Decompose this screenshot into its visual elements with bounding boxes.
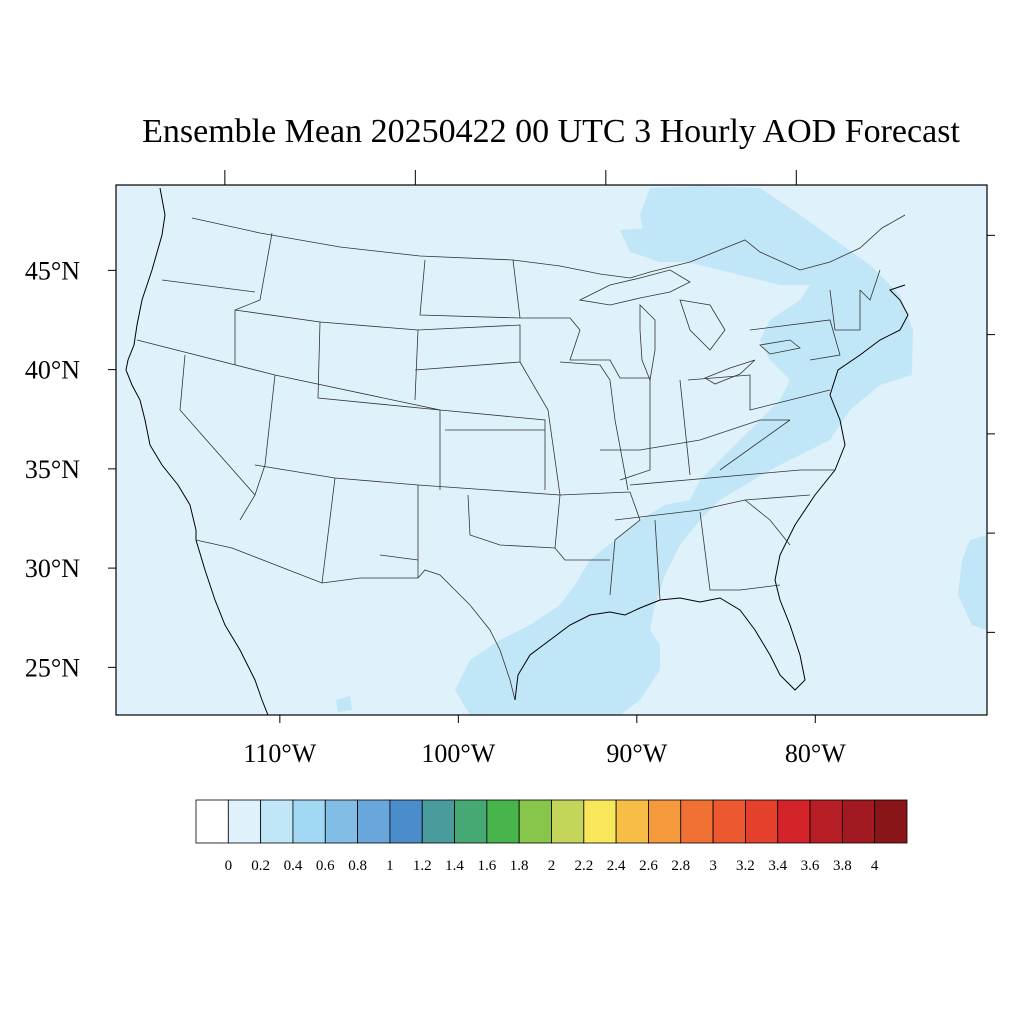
map-axis-ticks: 45°N 40°N 35°N 30°N 25°N 110°W 100°W 90°W 80°W (25, 170, 995, 768)
colorbar-swatch (292, 799, 326, 844)
colorbar-label: 0.4 (284, 858, 303, 874)
colorbar-label: 3.4 (768, 858, 787, 874)
colorbar-label: 2.2 (574, 858, 593, 874)
lat-tick-label: 45°N (25, 256, 80, 285)
map-frame (115, 184, 988, 716)
colorbar-label: 1.2 (413, 858, 432, 874)
colorbar-swatch (841, 799, 876, 844)
colorbar-swatch (357, 799, 391, 844)
aod-plume-baja-speck (336, 696, 352, 712)
aod-plume-southeast-band (455, 500, 720, 715)
colorbar-label: 1.6 (477, 858, 496, 874)
aod-plume-upper-lakes (620, 228, 720, 262)
colorbar-label: 2 (548, 858, 556, 874)
lake-ontario (759, 339, 801, 355)
figure-title: Ensemble Mean 20250422 00 UTC 3 Hourly A… (142, 113, 960, 150)
aod-plume-northeast (640, 186, 913, 510)
colorbar-swatch (518, 799, 552, 844)
colorbar-label: 4 (871, 858, 879, 874)
colorbar-label: 1.8 (510, 858, 529, 874)
colorbar-swatch (454, 799, 488, 844)
canada-border (191, 214, 906, 279)
colorbar-swatch (809, 799, 843, 844)
colorbar-label: 0.8 (348, 858, 367, 874)
colorbar-swatch (745, 799, 779, 844)
colorbar-label: 0.2 (251, 858, 270, 874)
colorbar: 0 0.2 0.4 0.6 0.8 1 1.2 1.4 1.6 1.8 2 2.2 2.4 2.6 2.8 3… (195, 799, 908, 874)
colorbar-label: 0.6 (316, 858, 335, 874)
colorbar-label: 2.4 (607, 858, 626, 874)
lat-tick-label: 30°N (25, 554, 80, 583)
colorbar-swatch (777, 799, 811, 844)
lake-superior (578, 269, 691, 306)
colorbar-swatch (227, 799, 262, 844)
lake-erie (704, 359, 756, 385)
lat-tick-label: 40°N (25, 356, 80, 385)
colorbar-label: 3.8 (833, 858, 852, 874)
colorbar-label: 3.6 (801, 858, 820, 874)
lon-tick-label: 90°W (606, 739, 667, 768)
aod-plume-atlantic (958, 535, 987, 630)
state-lines (136, 232, 881, 601)
colorbar-label: 0 (225, 858, 233, 874)
colorbar-label: 3 (709, 858, 717, 874)
lake-huron (679, 299, 726, 351)
lat-tick-label: 25°N (25, 653, 80, 682)
colorbar-swatch (712, 799, 746, 844)
lat-tick-label: 35°N (25, 455, 80, 484)
colorbar-swatch (324, 799, 358, 844)
colorbar-swatch (680, 799, 714, 844)
colorbar-label: 2.8 (671, 858, 690, 874)
colorbar-swatch (615, 799, 649, 844)
colorbar-swatch (195, 799, 229, 844)
map-panel: 45°N 40°N 35°N 30°N 25°N 110°W 100°W 90°W 80°W (25, 170, 995, 768)
lon-tick-label: 110°W (243, 739, 316, 768)
colorbar-label: 1 (386, 858, 394, 874)
colorbar-swatch (389, 799, 423, 844)
colorbar-label: 3.2 (736, 858, 755, 874)
colorbar-swatch (486, 799, 520, 844)
colorbar-swatch (551, 799, 585, 844)
west-coastline (125, 187, 269, 715)
aod-plume-layer (336, 186, 987, 715)
lon-tick-label: 80°W (785, 739, 846, 768)
colorbar-swatch (260, 799, 294, 844)
colorbar-swatch (874, 799, 908, 844)
colorbar-label: 2.6 (639, 858, 658, 874)
colorbar-swatch (583, 799, 617, 844)
colorbar-label: 1.4 (445, 858, 464, 874)
colorbar-swatch (421, 799, 455, 844)
gulf-coastline (514, 284, 909, 701)
colorbar-swatch (648, 799, 682, 844)
lon-tick-label: 100°W (421, 739, 495, 768)
map-boundaries (125, 187, 909, 715)
